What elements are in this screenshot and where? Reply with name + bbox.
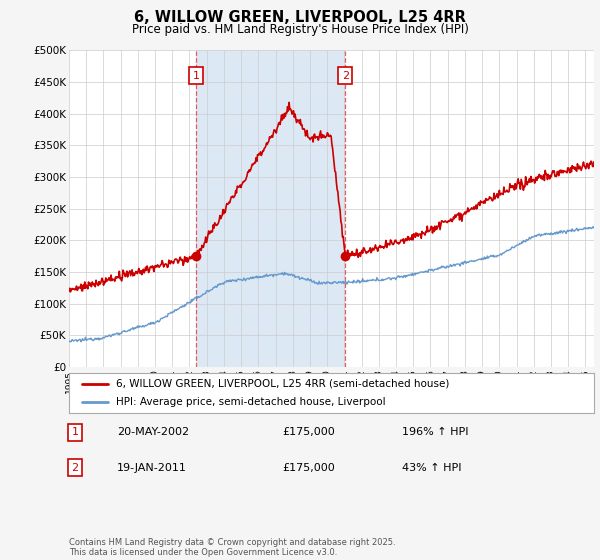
Text: 1: 1 [193, 71, 200, 81]
Text: 1: 1 [71, 427, 79, 437]
Text: 6, WILLOW GREEN, LIVERPOOL, L25 4RR (semi-detached house): 6, WILLOW GREEN, LIVERPOOL, L25 4RR (sem… [116, 379, 449, 389]
Text: 2: 2 [71, 463, 79, 473]
Text: £175,000: £175,000 [282, 427, 335, 437]
Text: 43% ↑ HPI: 43% ↑ HPI [402, 463, 461, 473]
Text: 2: 2 [342, 71, 349, 81]
Text: 20-MAY-2002: 20-MAY-2002 [117, 427, 189, 437]
Text: 19-JAN-2011: 19-JAN-2011 [117, 463, 187, 473]
Text: Contains HM Land Registry data © Crown copyright and database right 2025.
This d: Contains HM Land Registry data © Crown c… [69, 538, 395, 557]
Text: 196% ↑ HPI: 196% ↑ HPI [402, 427, 469, 437]
Text: 6, WILLOW GREEN, LIVERPOOL, L25 4RR: 6, WILLOW GREEN, LIVERPOOL, L25 4RR [134, 11, 466, 25]
Text: Price paid vs. HM Land Registry's House Price Index (HPI): Price paid vs. HM Land Registry's House … [131, 22, 469, 36]
Text: HPI: Average price, semi-detached house, Liverpool: HPI: Average price, semi-detached house,… [116, 398, 386, 407]
Text: £175,000: £175,000 [282, 463, 335, 473]
Bar [196, 50, 345, 367]
